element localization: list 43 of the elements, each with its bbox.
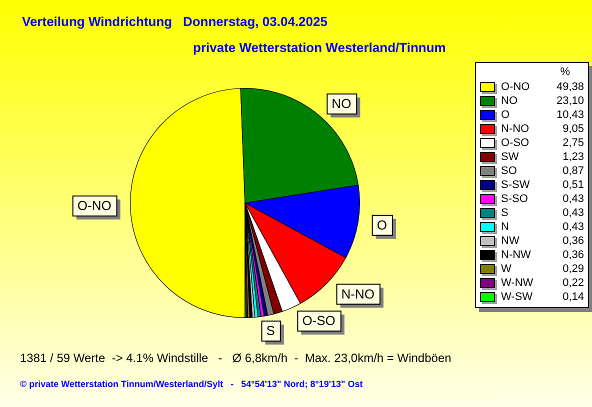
legend-label: W-SW: [501, 291, 534, 303]
data-label: 9,05: [562, 123, 584, 135]
legend-label: SO: [501, 165, 518, 177]
legend-label: N-NW: [501, 249, 532, 261]
legend-label: NO: [501, 95, 518, 107]
legend-label: N-NO: [501, 123, 530, 135]
legend-label: N: [501, 221, 510, 233]
data-label: 2,75: [562, 137, 584, 149]
data-label: 0,14: [562, 291, 584, 303]
legend-label: S-SW: [501, 179, 531, 191]
slice-label: S: [266, 323, 276, 338]
data-label: 0,43: [562, 207, 584, 219]
legend-label: O-SO: [501, 137, 530, 149]
data-label: 0,43: [562, 221, 584, 233]
data-label: 0,29: [562, 263, 584, 275]
chart-subtitle: private Wetterstation Westerland/Tinnum: [193, 40, 446, 55]
legend-label: SW: [501, 151, 520, 163]
data-label: 0,36: [562, 235, 584, 247]
legend-label: W: [501, 263, 512, 275]
data-label: 0,36: [562, 249, 584, 261]
legend-label: W-NW: [501, 277, 534, 289]
slice-label: NO: [332, 96, 352, 112]
data-label: 1,23: [562, 151, 584, 163]
text: 1381 / 59 Werte -> 4.1% Windstille - Ø 6,8km/h - Max. 23,0km/h = Windböen: [20, 351, 452, 365]
legend-label: S: [501, 207, 510, 219]
text: © private Wetterstation Tinnum/Westerland/Sylt - 54°54'13" Nord; 8°19'13" Ost: [20, 379, 363, 389]
slice-label: O-NO: [77, 198, 112, 214]
legend-label: O-NO: [501, 81, 531, 93]
data-label: 0,43: [562, 193, 584, 205]
chart-title: Verteilung Windrichtung Donnerstag, 03.04.2025: [22, 14, 328, 29]
data-label: 23,10: [556, 95, 584, 107]
data-label: 49,38: [556, 81, 584, 93]
legend-title: %: [559, 66, 571, 78]
slice-label: O-SO: [302, 313, 336, 328]
data-label: 0,22: [562, 277, 584, 289]
data-label: 0,51: [562, 179, 584, 191]
legend-label: NW: [501, 235, 520, 247]
legend-label: O: [501, 109, 511, 121]
data-label: 0,87: [562, 165, 584, 177]
slice-label: N-NO: [341, 286, 374, 302]
data-label: 10,43: [556, 109, 584, 121]
legend-label: S-SO: [501, 193, 529, 205]
slice-label: O: [376, 217, 387, 232]
